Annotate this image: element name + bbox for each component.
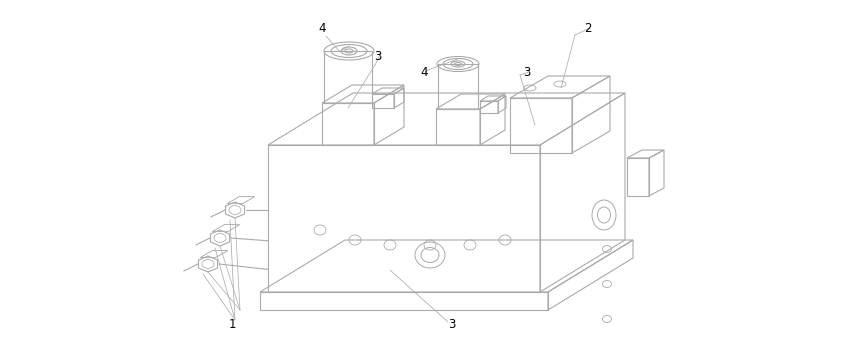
Text: 3: 3 bbox=[523, 66, 530, 79]
Text: 3: 3 bbox=[448, 318, 456, 331]
Text: 2: 2 bbox=[584, 21, 592, 34]
Text: 1: 1 bbox=[228, 318, 236, 331]
Text: 4: 4 bbox=[319, 21, 326, 34]
Text: 3: 3 bbox=[374, 51, 382, 64]
Text: 4: 4 bbox=[420, 66, 428, 79]
